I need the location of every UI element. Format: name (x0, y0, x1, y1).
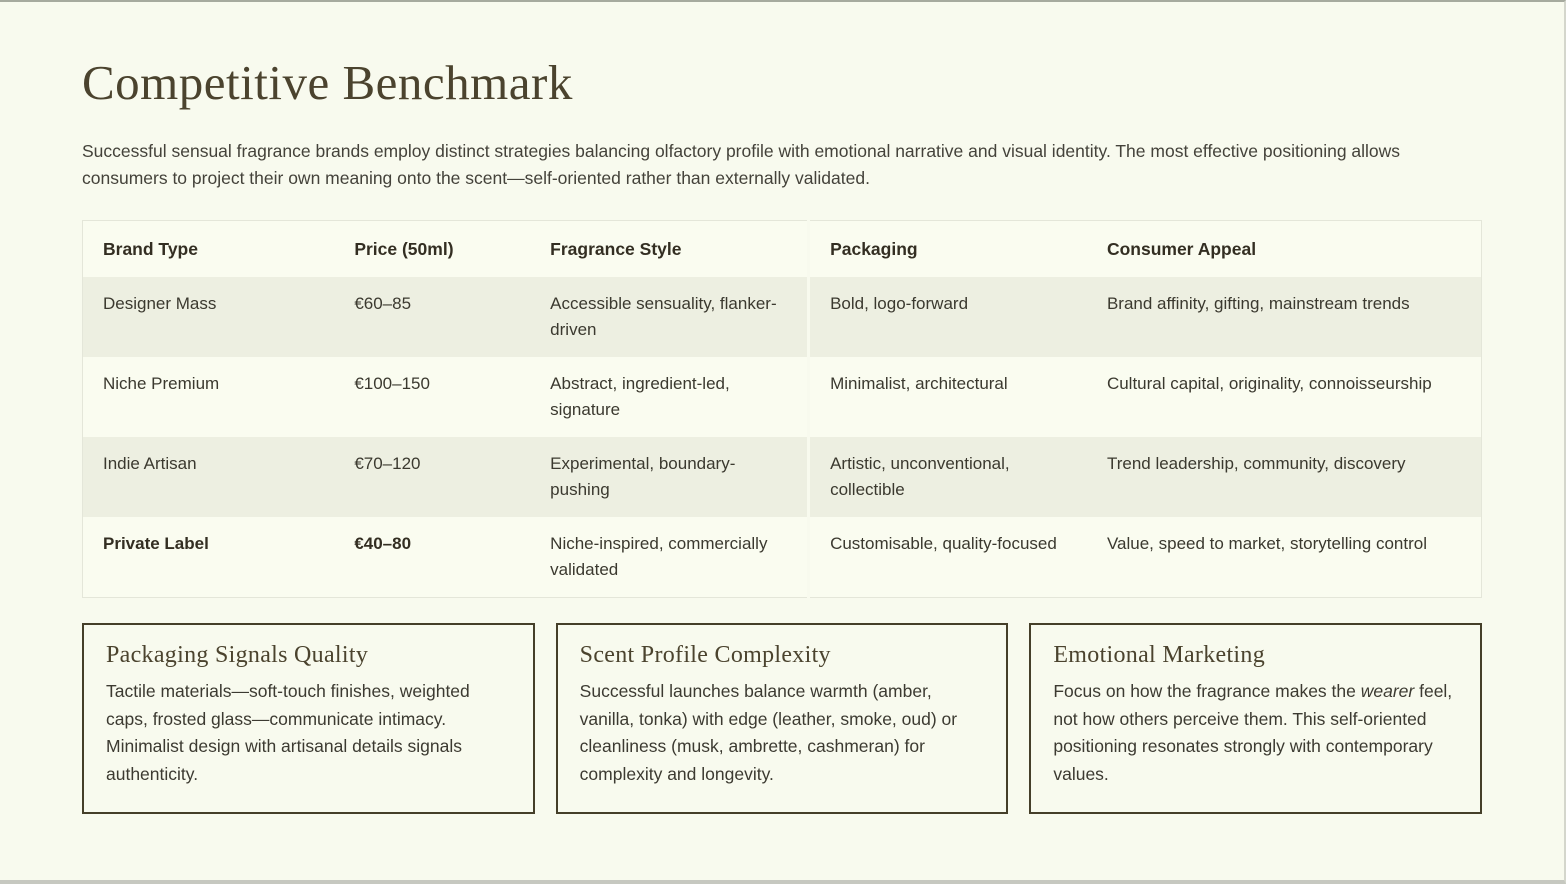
table-row-niche-premium: Niche Premium €100–150 Abstract, ingredi… (83, 357, 1482, 437)
cell-appeal: Brand affinity, gifting, mainstream tren… (1106, 294, 1410, 313)
cell-packaging: Customisable, quality-focused (807, 517, 1087, 598)
cell-packaging: Bold, logo-forward (807, 277, 1087, 357)
benchmark-table: Brand Type Price (50ml) Fragrance Style … (82, 220, 1482, 598)
cell-brand: Private Label (103, 534, 209, 553)
table-row-private-label: Private Label €40–80 Niche-inspired, com… (83, 517, 1482, 598)
cell-style: Experimental, boundary-pushing (550, 454, 736, 499)
callout-scent-profile-complexity: Scent Profile Complexity Successful laun… (555, 623, 1009, 814)
column-header-packaging: Packaging (807, 220, 1087, 277)
cell-style: Abstract, ingredient-led, signature (550, 374, 730, 419)
callout-row: Packaging Signals Quality Tactile materi… (82, 623, 1483, 814)
callout-body: Successful launches balance warmth (ambe… (579, 681, 958, 784)
column-header-price: Price (50ml) (354, 239, 454, 259)
cell-price: €70–120 (354, 454, 421, 473)
cell-price: €100–150 (354, 374, 430, 393)
column-header-brand-type: Brand Type (103, 239, 198, 259)
cell-appeal: Value, speed to market, storytelling con… (1106, 534, 1427, 553)
cell-style: Niche-inspired, commercially validated (550, 534, 768, 579)
cell-style: Accessible sensuality, flanker-driven (550, 294, 777, 339)
cell-appeal: Cultural capital, originality, connoisse… (1106, 374, 1432, 393)
callout-body-italic-word: wearer (1360, 681, 1415, 701)
table-row-indie-artisan: Indie Artisan €70–120 Experimental, boun… (82, 437, 1482, 517)
callout-title: Emotional Marketing (1053, 642, 1266, 668)
cell-brand: Indie Artisan (103, 454, 197, 473)
callout-packaging-signals-quality: Packaging Signals Quality Tactile materi… (82, 623, 535, 814)
table-header-row: Brand Type Price (50ml) Fragrance Style … (83, 220, 1482, 277)
callout-title: Scent Profile Complexity (579, 642, 831, 668)
column-header-fragrance-style: Fragrance Style (550, 239, 682, 259)
callout-title: Packaging Signals Quality (106, 642, 369, 668)
column-header-consumer-appeal: Consumer Appeal (1106, 239, 1257, 259)
callout-body: Focus on how the fragrance makes the wea… (1053, 681, 1453, 784)
intro-paragraph: Successful sensual fragrance brands empl… (82, 141, 1401, 188)
cell-packaging: Artistic, unconventional, collectible (807, 437, 1087, 517)
cell-brand: Designer Mass (103, 294, 217, 313)
cell-price: €40–80 (354, 534, 412, 553)
callout-body: Tactile materials—soft-touch finishes, w… (106, 681, 470, 784)
table-row-designer-mass: Designer Mass €60–85 Accessible sensuali… (82, 277, 1482, 357)
cell-packaging: Minimalist, architectural (807, 357, 1087, 437)
callout-emotional-marketing: Emotional Marketing Focus on how the fra… (1029, 623, 1483, 814)
cell-price: €60–85 (354, 294, 412, 313)
cell-appeal: Trend leadership, community, discovery (1106, 454, 1406, 473)
cell-brand: Niche Premium (103, 374, 220, 393)
page-title: Competitive Benchmark (82, 55, 573, 110)
slide-content: Competitive Benchmark Successful sensual… (0, 54, 1564, 814)
